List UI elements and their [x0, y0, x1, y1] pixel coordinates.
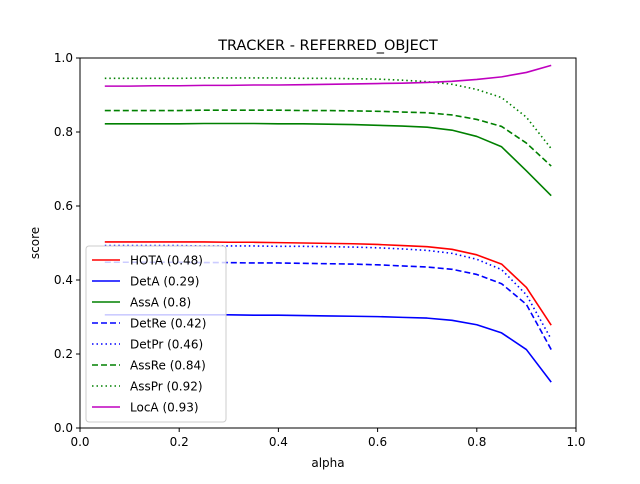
chart-title: TRACKER - REFERRED_OBJECT: [217, 38, 438, 54]
legend-entry-label: LocA (0.93): [130, 401, 199, 415]
legend-entry-label: DetPr (0.46): [130, 338, 203, 352]
x-tick-label: 0.2: [170, 435, 189, 449]
x-tick-label: 0.4: [269, 435, 288, 449]
series-line-assre: [104, 109, 552, 167]
y-tick-label: 0.4: [54, 273, 73, 287]
legend-entry-label: DetRe (0.42): [130, 317, 206, 331]
legend: HOTA (0.48) DetA (0.29) AssA (0.8) DetRe (0…: [85, 245, 227, 423]
legend-entry-label: AssRe (0.84): [130, 359, 206, 373]
y-tick-label: 1.0: [54, 51, 73, 65]
legend-entry-label: AssPr (0.92): [130, 380, 203, 394]
legend-entry-label: HOTA (0.48): [130, 254, 203, 268]
axis-ticks: 0.0 0.2 0.4 0.6 0.8 1.0 0.0 0.2 0.4 0.6 0.8 1.0: [54, 51, 586, 449]
y-tick-label: 0.2: [54, 347, 73, 361]
y-tick-label: 0.6: [54, 199, 73, 213]
y-axis-label: score: [28, 227, 42, 259]
y-tick-label: 0.0: [54, 421, 73, 435]
legend-box: [85, 245, 227, 423]
y-tick-label: 0.8: [54, 125, 73, 139]
series-line-loca: [104, 64, 552, 87]
x-tick-label: 0.8: [467, 435, 486, 449]
legend-entry-label: AssA (0.8): [130, 296, 191, 310]
x-axis-label: alpha: [311, 456, 344, 470]
legend-entry-label: DetA (0.29): [130, 275, 199, 289]
series-line-hota: [104, 241, 552, 326]
x-tick-label: 0.6: [368, 435, 387, 449]
series-line-assa: [104, 122, 552, 197]
x-tick-label: 0.0: [70, 435, 89, 449]
plot-frame: [79, 57, 577, 429]
x-tick-label: 1.0: [566, 435, 585, 449]
